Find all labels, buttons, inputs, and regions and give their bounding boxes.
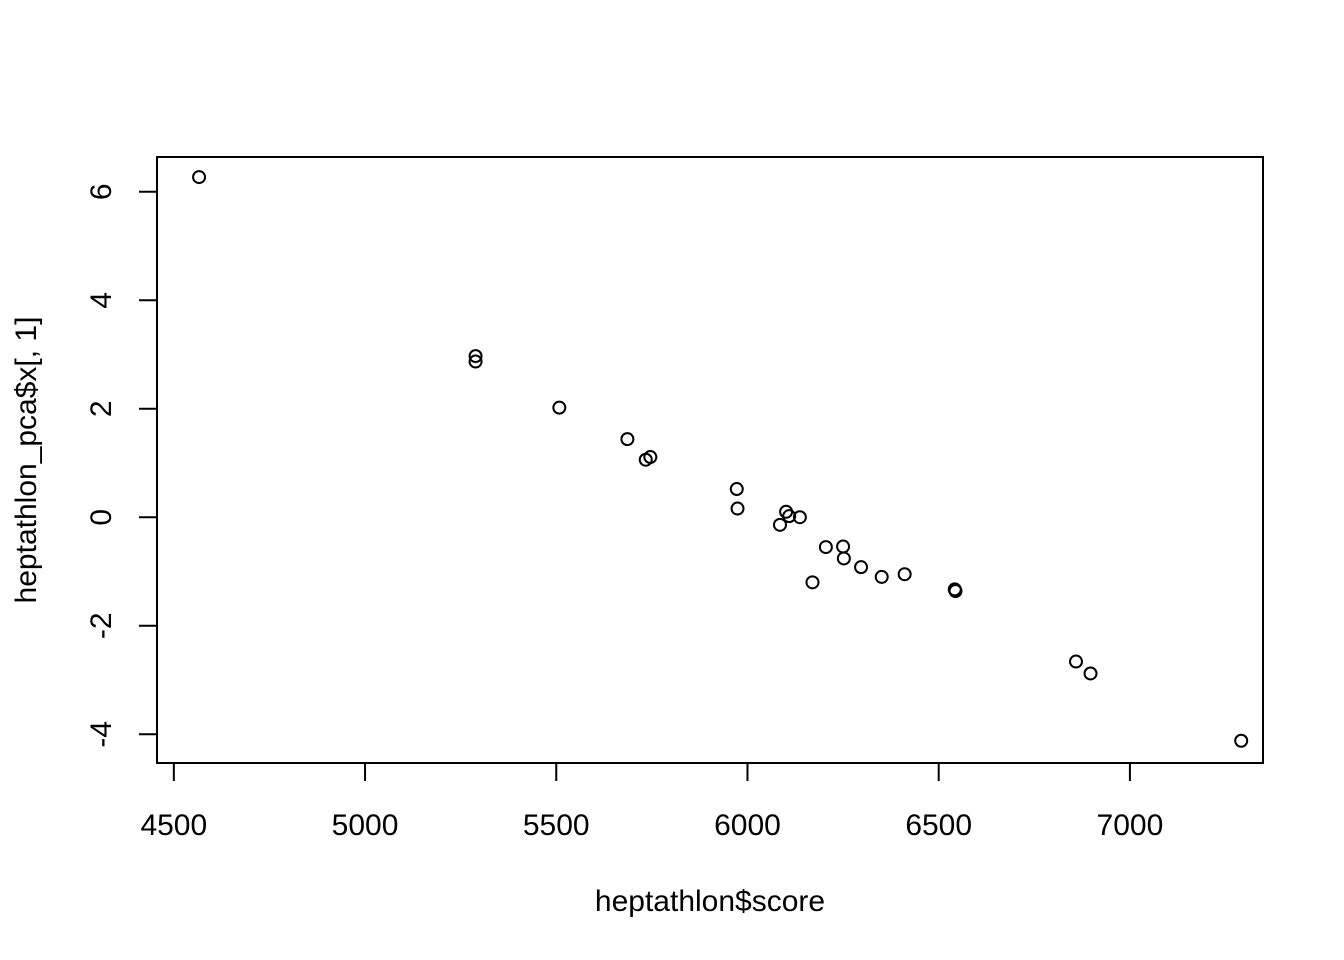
data-point xyxy=(854,560,869,575)
x-tick-label: 6000 xyxy=(714,809,781,842)
data-point xyxy=(897,567,912,582)
data-point xyxy=(805,575,820,590)
y-tick-label: -4 xyxy=(85,721,118,748)
x-tick-label: 5000 xyxy=(332,809,399,842)
x-tick-label: 6500 xyxy=(905,809,972,842)
data-points xyxy=(192,170,1249,748)
data-point xyxy=(948,584,963,599)
data-point xyxy=(1068,654,1083,669)
data-point xyxy=(730,501,745,516)
data-point xyxy=(468,349,483,364)
y-tick-label: -2 xyxy=(85,612,118,639)
x-tick-label: 4500 xyxy=(140,809,207,842)
x-axis-title: heptathlon$score xyxy=(595,885,825,918)
data-point xyxy=(468,354,483,369)
y-tick-label: 2 xyxy=(85,400,118,417)
data-point xyxy=(729,482,744,497)
data-point xyxy=(836,539,851,554)
data-point xyxy=(552,400,567,415)
y-axis-title: heptathlon_pca$x[, 1] xyxy=(10,317,43,604)
data-point xyxy=(874,569,889,584)
x-tick-label: 7000 xyxy=(1097,809,1164,842)
data-point xyxy=(620,432,635,447)
x-axis: 4500 5000 5500 6000 6500 7000 xyxy=(140,762,1164,842)
x-tick-label: 5500 xyxy=(523,809,590,842)
y-axis: -4 -2 0 2 4 6 xyxy=(85,183,158,748)
data-point xyxy=(1083,666,1098,681)
data-point xyxy=(1234,733,1249,748)
y-tick-label: 4 xyxy=(85,292,118,309)
y-tick-label: 6 xyxy=(85,183,118,200)
data-point xyxy=(772,517,787,532)
y-tick-label: 0 xyxy=(85,509,118,526)
data-point xyxy=(818,540,833,555)
data-point xyxy=(836,551,851,566)
data-point xyxy=(792,510,807,525)
data-point xyxy=(643,450,658,465)
data-point xyxy=(782,509,797,524)
data-point xyxy=(192,170,207,185)
